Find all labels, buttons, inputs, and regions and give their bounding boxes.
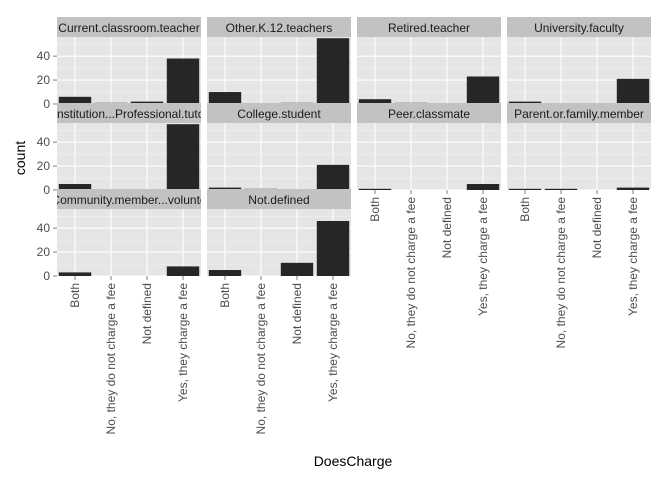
bar [130,101,164,104]
facet-panel: College.student [207,103,351,191]
bar [358,188,392,190]
bar [58,272,92,276]
x-tick-label: Not defined [440,197,454,258]
y-tick-label: 0 [43,97,50,111]
facet-panel: Retired.teacher [357,17,501,105]
facet-strip-label: Retired.teacher [388,21,470,35]
bar [466,76,500,104]
y-tick-label: 20 [37,73,51,87]
x-tick-label: Not defined [590,197,604,258]
bar [166,266,200,276]
x-tick-labels: Both No, they do not charge a fee Not defi… [68,190,640,434]
facet-strip-label: Community.member...volunte [51,193,206,207]
facet-panel: University.faculty [507,17,651,105]
bar [544,188,578,190]
bar [358,99,392,104]
facet-strip-label: Current.classroom.teacher [58,21,199,35]
panel-background [507,123,651,190]
y-tick-label: 0 [43,183,50,197]
x-axis-title: DoesCharge [314,453,393,469]
bar [316,38,350,105]
facet-strip [357,103,501,123]
x-tick-label: No, they do not charge a fee [104,283,118,435]
x-tick-label: Yes, they charge a fee [626,197,640,316]
facet-strip-label: Parent.or.family.member [514,107,644,121]
facet-strip [507,17,651,37]
bar [508,188,542,190]
facet-strip [207,189,351,209]
facet-panel: Peer.classmate [357,103,501,191]
facet-strip [57,189,201,209]
facet-strip-label: College.student [237,107,321,121]
panel-background [357,123,501,190]
x-tick-label: Yes, they charge a fee [326,283,340,402]
y-tick-labels: 0 20 40 0 20 40 0 20 40 [37,49,57,283]
facet-panel: Institution...Professional.tuto [54,103,205,191]
bar [58,96,92,104]
y-tick-label: 20 [37,245,51,259]
x-tick-label: Yes, they charge a fee [176,283,190,402]
facet-strip [357,17,501,37]
bar [208,270,242,276]
bar [58,184,92,190]
facet-strip-label: Not.defined [248,193,309,207]
facet-panel: Other.K.12.teachers [207,17,351,105]
bar [280,262,314,276]
facet-panel: Not.defined [207,189,351,277]
bar [208,92,242,104]
bar [166,124,200,190]
x-tick-label: Both [218,283,232,308]
facet-strip-label: Institution...Professional.tuto [54,107,205,121]
x-tick-label: Both [68,283,82,308]
bar [466,184,500,190]
facet-panel: Parent.or.family.member [507,103,651,191]
facet-strip [57,17,201,37]
facet-panel: Current.classroom.teacher [57,17,201,105]
bar [316,164,350,190]
facet-panel: Community.member...volunte [51,189,206,277]
facet-strip-label: Peer.classmate [388,107,470,121]
bar [508,101,542,104]
facet-strip [57,103,201,123]
bar [166,58,200,104]
x-tick-label: Both [368,197,382,222]
facet-strip-label: Other.K.12.teachers [226,21,333,35]
y-tick-label: 40 [37,135,51,149]
x-tick-label: No, they do not charge a fee [254,283,268,435]
y-axis-title: count [12,141,28,175]
facet-strip [207,17,351,37]
facet-strip [207,103,351,123]
facet-strip-label: University.faculty [534,21,624,35]
facet-strip [507,103,651,123]
bar [316,220,350,276]
panel-background [57,209,201,276]
facet-panels: Current.classroom.teacher Other.K.12.teac… [51,17,651,277]
bar [208,187,242,190]
x-tick-label: Both [518,197,532,222]
x-tick-label: No, they do not charge a fee [404,197,418,349]
y-tick-label: 0 [43,269,50,283]
bar [616,187,650,190]
x-tick-label: No, they do not charge a fee [554,197,568,349]
x-tick-label: Yes, they charge a fee [476,197,490,316]
y-tick-label: 20 [37,159,51,173]
x-tick-label: Not defined [140,283,154,344]
x-tick-label: Not defined [290,283,304,344]
bar [616,78,650,104]
y-tick-label: 40 [37,221,51,235]
y-tick-label: 40 [37,49,51,63]
